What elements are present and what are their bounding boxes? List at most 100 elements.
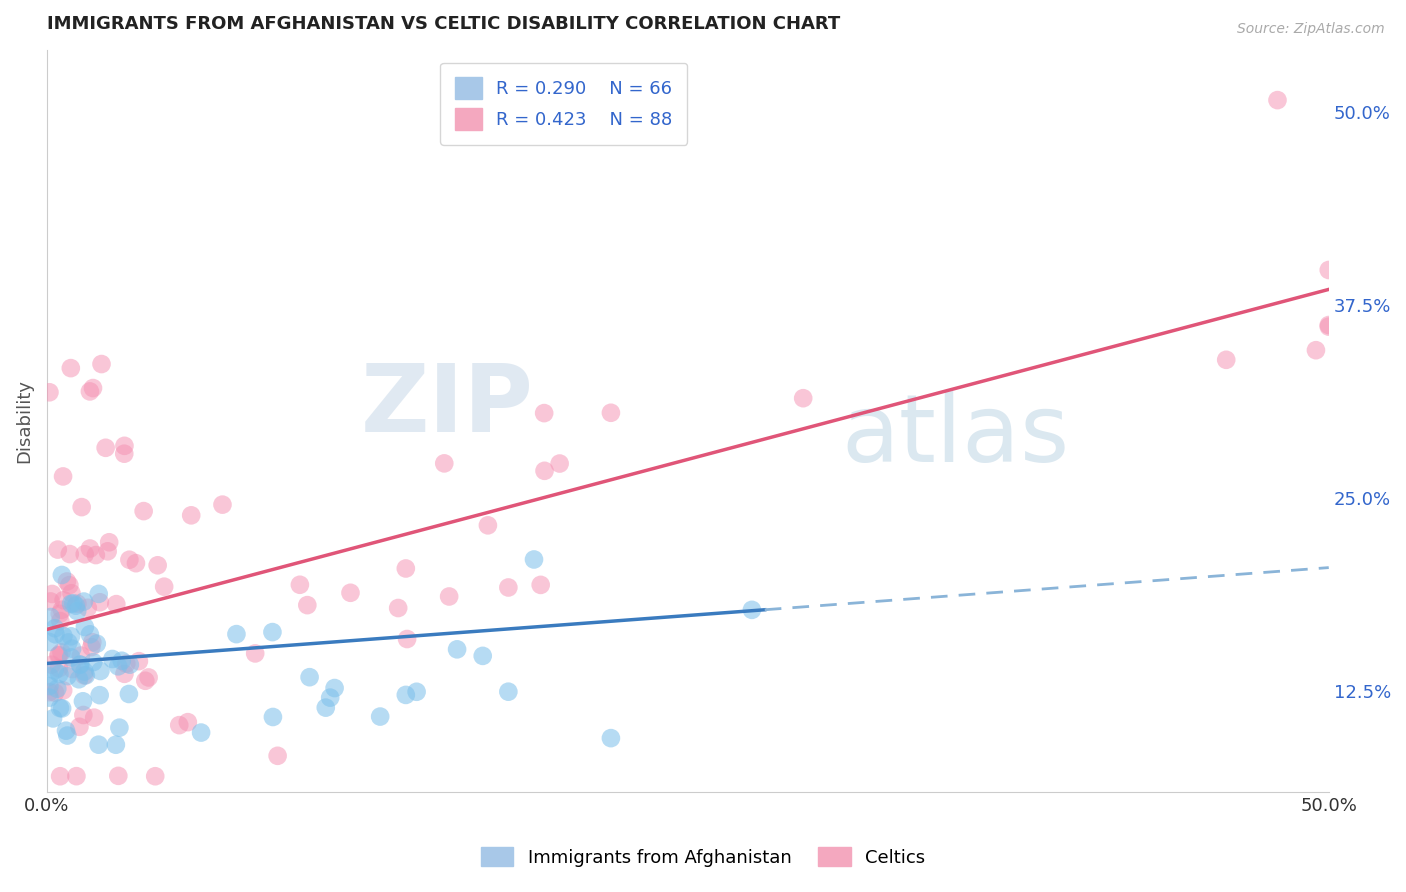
- Point: [60, 641, 83, 656]
- Point: [73, 620, 96, 634]
- Point: [741, 603, 763, 617]
- Point: [87, 587, 110, 601]
- Point: [38, 679, 60, 693]
- Point: [548, 457, 571, 471]
- Point: [266, 748, 288, 763]
- Point: [76, 600, 98, 615]
- Point: [79, 384, 101, 399]
- Point: [46, 681, 69, 696]
- Point: [73, 594, 96, 608]
- Text: atlas: atlas: [842, 390, 1070, 482]
- Point: [49, 769, 72, 783]
- Point: [262, 710, 284, 724]
- Point: [52, 469, 75, 483]
- Point: [38, 669, 60, 683]
- Point: [89, 664, 111, 678]
- Point: [262, 625, 284, 640]
- Point: [368, 709, 391, 723]
- Point: [1317, 318, 1340, 332]
- Point: [533, 464, 555, 478]
- Point: [59, 547, 82, 561]
- Point: [1305, 343, 1327, 358]
- Point: [42, 711, 65, 725]
- Point: [82, 655, 104, 669]
- Point: [111, 654, 134, 668]
- Point: [84, 548, 107, 562]
- Point: [225, 627, 247, 641]
- Point: [72, 694, 94, 708]
- Point: [1317, 319, 1340, 334]
- Point: [60, 597, 83, 611]
- Point: [67, 720, 90, 734]
- Point: [115, 657, 138, 671]
- Point: [98, 535, 121, 549]
- Point: [433, 456, 456, 470]
- Y-axis label: Disability: Disability: [15, 379, 32, 463]
- Point: [62, 596, 84, 610]
- Point: [69, 657, 91, 672]
- Point: [395, 688, 418, 702]
- Point: [41, 657, 63, 672]
- Point: [89, 688, 111, 702]
- Point: [51, 701, 73, 715]
- Point: [1215, 352, 1237, 367]
- Point: [323, 681, 346, 695]
- Point: [94, 441, 117, 455]
- Point: [82, 635, 104, 649]
- Point: [297, 598, 319, 612]
- Point: [792, 391, 814, 405]
- Point: [87, 738, 110, 752]
- Point: [600, 731, 623, 745]
- Point: [533, 406, 555, 420]
- Point: [56, 574, 79, 589]
- Point: [73, 547, 96, 561]
- Point: [39, 610, 62, 624]
- Point: [498, 581, 520, 595]
- Point: [118, 553, 141, 567]
- Point: [73, 665, 96, 679]
- Point: [46, 542, 69, 557]
- Point: [90, 357, 112, 371]
- Legend: R = 0.290    N = 66, R = 0.423    N = 88: R = 0.290 N = 66, R = 0.423 N = 88: [440, 62, 688, 145]
- Point: [52, 629, 75, 643]
- Point: [60, 586, 83, 600]
- Point: [104, 738, 127, 752]
- Point: [446, 642, 468, 657]
- Point: [49, 614, 72, 628]
- Point: [70, 500, 93, 515]
- Point: [66, 604, 89, 618]
- Point: [128, 654, 150, 668]
- Point: [38, 385, 60, 400]
- Point: [107, 769, 129, 783]
- Point: [65, 599, 87, 613]
- Point: [51, 645, 73, 659]
- Point: [288, 578, 311, 592]
- Point: [523, 552, 546, 566]
- Point: [190, 725, 212, 739]
- Point: [167, 718, 190, 732]
- Text: ZIP: ZIP: [361, 360, 534, 452]
- Point: [41, 587, 63, 601]
- Point: [48, 607, 70, 621]
- Point: [49, 701, 72, 715]
- Point: [73, 668, 96, 682]
- Point: [177, 715, 200, 730]
- Text: Source: ZipAtlas.com: Source: ZipAtlas.com: [1237, 22, 1385, 37]
- Point: [114, 666, 136, 681]
- Point: [72, 708, 94, 723]
- Point: [58, 578, 80, 592]
- Point: [51, 603, 73, 617]
- Point: [52, 683, 75, 698]
- Point: [118, 657, 141, 672]
- Point: [138, 670, 160, 684]
- Point: [315, 700, 337, 714]
- Point: [339, 586, 361, 600]
- Point: [56, 729, 79, 743]
- Legend: Immigrants from Afghanistan, Celtics: Immigrants from Afghanistan, Celtics: [474, 840, 932, 874]
- Point: [101, 652, 124, 666]
- Point: [112, 447, 135, 461]
- Point: [97, 544, 120, 558]
- Point: [146, 558, 169, 573]
- Point: [89, 595, 111, 609]
- Point: [60, 629, 83, 643]
